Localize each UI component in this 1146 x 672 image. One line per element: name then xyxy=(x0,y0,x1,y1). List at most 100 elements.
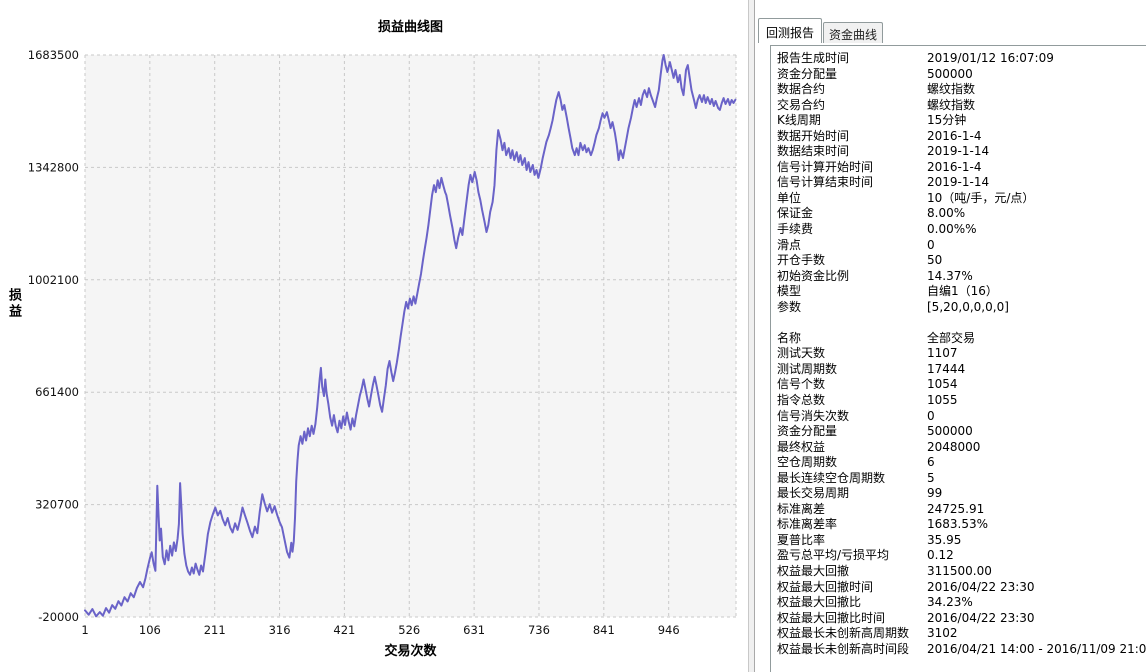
report-row-value: 99 xyxy=(927,486,943,501)
report-row: 资金分配量 500000 xyxy=(777,424,1146,440)
report-row: 初始资金比例 14.37% xyxy=(777,269,1146,285)
report-row: 保证金 8.00% xyxy=(777,206,1146,222)
x-axis-label: 交易次数 xyxy=(384,644,437,659)
report-row: 信号计算结束时间 2019-1-14 xyxy=(777,175,1146,191)
tick-label: 1 xyxy=(81,623,88,637)
report-row-value: 2016-1-4 xyxy=(927,128,982,143)
tick-label: 661400 xyxy=(35,385,79,399)
tab-backtest-report[interactable]: 回测报告 xyxy=(758,18,822,43)
report-row: 数据开始时间 2016-1-4 xyxy=(777,129,1146,145)
report-row-label: 最长连续空仓周期数 xyxy=(777,470,886,485)
report-row-label: 信号计算开始时间 xyxy=(777,159,874,174)
chart-title: 损益曲线图 xyxy=(377,20,443,35)
report-row: 最长交易周期 99 xyxy=(777,486,1146,502)
report-row-value: 17444 xyxy=(927,361,966,376)
report-row-value: 24725.91 xyxy=(927,501,985,516)
report-row: 滑点 0 xyxy=(777,238,1146,254)
report-row: 指令总数 1055 xyxy=(777,393,1146,409)
pane-splitter[interactable] xyxy=(748,0,755,672)
report-row: 空仓周期数 6 xyxy=(777,455,1146,471)
report-row-label: 资金分配量 xyxy=(777,66,838,81)
report-row-label: 名称 xyxy=(777,330,802,345)
report-row-value: 8.00% xyxy=(927,206,966,221)
report-row-value: 0 xyxy=(927,237,935,252)
tick-label: 1002100 xyxy=(28,273,79,287)
report-row: 夏普比率 35.95 xyxy=(777,533,1146,549)
report-row-label: 资金分配量 xyxy=(777,424,838,439)
report-row: 手续费 0.00%% xyxy=(777,222,1146,238)
report-row-label: 权益最大回撤比 xyxy=(777,595,862,610)
profit-curve-plot: 1 106 211 316 421 526 631 736 841 946 -20000 320700… xyxy=(28,48,737,637)
tick-label: 316 xyxy=(269,623,291,637)
report-section-gap xyxy=(777,315,1146,331)
report-row-label: 权益最大回撤比时间 xyxy=(777,610,886,625)
profit-curve-chart-pane: 1 106 211 316 421 526 631 736 841 946 -20000 320700… xyxy=(6,20,737,659)
report-row-label: 数据结束时间 xyxy=(777,144,850,159)
report-row-label: 夏普比率 xyxy=(777,532,826,547)
tick-label: 211 xyxy=(204,623,226,637)
report-row-value: 2019/01/12 16:07:09 xyxy=(927,51,1054,65)
report-row: 信号计算开始时间 2016-1-4 xyxy=(777,160,1146,176)
report-row-label: 信号计算结束时间 xyxy=(777,175,874,190)
report-row-value: 0.12 xyxy=(927,548,954,563)
tick-label: 736 xyxy=(528,623,550,637)
tick-label: 106 xyxy=(139,623,161,637)
report-row-value: 50 xyxy=(927,253,943,268)
report-row-value: 2016-1-4 xyxy=(927,159,982,174)
profit-curve-line xyxy=(84,54,737,618)
report-row-value: 500000 xyxy=(927,424,973,439)
report-row-value: 1107 xyxy=(927,346,958,361)
report-row-label: 空仓周期数 xyxy=(777,455,838,470)
report-row-label: 权益最大回撤时间 xyxy=(777,579,874,594)
report-row: 测试周期数 17444 xyxy=(777,362,1146,378)
report-row-label: 模型 xyxy=(777,284,802,299)
report-row: 测试天数 1107 xyxy=(777,346,1146,362)
report-row-label: 权益最长未创新高时间段 xyxy=(777,641,910,656)
report-row-value: [5,20,0,0,0,0] xyxy=(927,299,1009,314)
tick-label: 320700 xyxy=(35,498,79,512)
report-row-value: 螺纹指数 xyxy=(927,97,976,112)
report-row-label: 标准离差率 xyxy=(777,517,838,532)
report-row-label: 滑点 xyxy=(777,237,802,252)
report-row-value: 311500.00 xyxy=(927,564,992,578)
report-row-label: 测试周期数 xyxy=(777,361,838,376)
tick-label: -20000 xyxy=(38,610,79,624)
report-row-value: 34.23% xyxy=(927,595,973,610)
report-row: 参数 [5,20,0,0,0,0] xyxy=(777,300,1146,316)
report-row: 最终权益 2048000 xyxy=(777,440,1146,456)
report-row-label: 报告生成时间 xyxy=(777,51,850,65)
report-row-value: 35.95 xyxy=(927,532,962,547)
report-row: 盈亏总平均/亏损平均 0.12 xyxy=(777,548,1146,564)
report-row: 名称 全部交易 xyxy=(777,331,1146,347)
report-row-value: 1683.53% xyxy=(927,517,989,532)
report-row: 资金分配量 500000 xyxy=(777,67,1146,83)
report-row-label: 权益最大回撤 xyxy=(777,564,850,578)
report-row-label: 初始资金比例 xyxy=(777,268,850,283)
report-row-value: 2048000 xyxy=(927,439,981,454)
report-row: K线周期 15分钟 xyxy=(777,113,1146,129)
report-row-value: 2016/04/22 23:30 xyxy=(927,579,1035,594)
plot-area xyxy=(85,55,736,617)
report-row-value: 3102 xyxy=(927,626,958,641)
y-axis-label: 损益 xyxy=(6,288,21,320)
report-row: 交易合约 螺纹指数 xyxy=(777,98,1146,114)
tab-equity-curve[interactable]: 资金曲线 xyxy=(823,22,883,43)
report-row-value: 6 xyxy=(927,455,935,470)
report-tabbar: 回测报告 资金曲线 xyxy=(755,18,1146,43)
report-row-label: 指令总数 xyxy=(777,392,826,407)
report-row-label: 数据合约 xyxy=(777,82,826,97)
report-row-label: 开仓手数 xyxy=(777,253,826,268)
report-row: 数据合约 螺纹指数 xyxy=(777,82,1146,98)
report-row: 权益最大回撤比时间 2016/04/22 23:30 xyxy=(777,611,1146,627)
report-row: 权益最大回撤比 34.23% xyxy=(777,595,1146,611)
report-row: 权益最大回撤时间 2016/04/22 23:30 xyxy=(777,580,1146,596)
tick-label: 1342800 xyxy=(28,160,79,174)
report-row: 权益最长未创新高时间段 2016/04/21 14:00 - 2016/11/09… xyxy=(777,642,1146,658)
report-row-label: K线周期 xyxy=(777,113,821,128)
report-row-label: 测试天数 xyxy=(777,346,826,361)
report-row-label: 盈亏总平均/亏损平均 xyxy=(777,548,890,563)
report-row-value: 2016/04/22 23:30 xyxy=(927,610,1035,625)
report-row: 标准离差 24725.91 xyxy=(777,502,1146,518)
report-row: 模型 自编1（16） xyxy=(777,284,1146,300)
report-row-value: 自编1（16） xyxy=(927,284,998,299)
